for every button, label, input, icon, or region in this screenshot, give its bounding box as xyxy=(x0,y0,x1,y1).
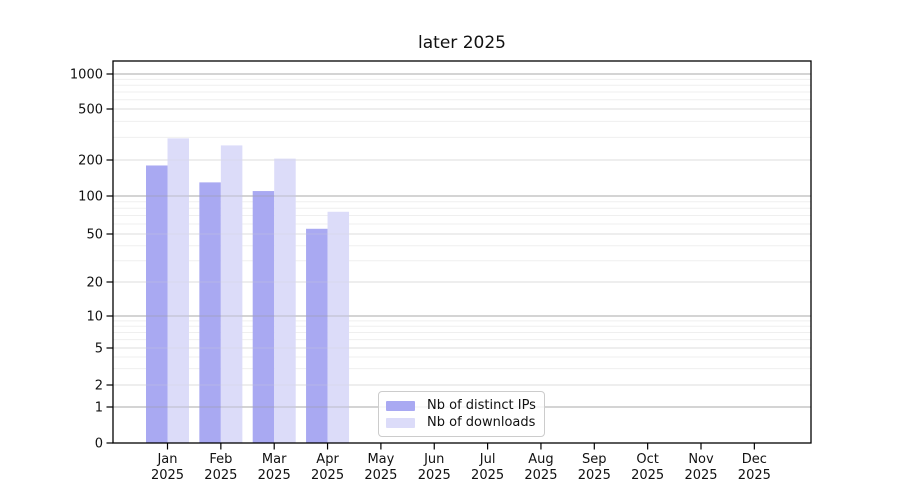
y-tick-label-50: 50 xyxy=(86,228,103,243)
x-tick-label-year-dec: 2025 xyxy=(738,468,771,483)
x-tick-label-month-oct: Oct xyxy=(636,452,658,467)
y-tick-label-1: 1 xyxy=(95,401,103,416)
bar-nb-of-downloads-feb xyxy=(220,145,243,443)
x-tick-label-year-feb: 2025 xyxy=(204,468,237,483)
x-tick-label-year-apr: 2025 xyxy=(311,468,344,483)
x-tick-label-month-jan: Jan xyxy=(156,452,177,467)
x-tick-label-year-mar: 2025 xyxy=(258,468,291,483)
x-tick-label-month-apr: Apr xyxy=(316,452,339,467)
x-tick-label-month-jun: Jun xyxy=(423,452,444,467)
x-tick-label-month-nov: Nov xyxy=(688,452,714,467)
x-tick-label-month-dec: Dec xyxy=(742,452,767,467)
x-tick-label-year-nov: 2025 xyxy=(684,468,717,483)
bar-nb-of-distinct-ips-feb xyxy=(199,182,221,443)
legend-swatch-downloads xyxy=(386,417,415,428)
x-tick-label-month-feb: Feb xyxy=(209,452,232,467)
bar-nb-of-downloads-mar xyxy=(274,158,296,444)
x-tick-label-year-aug: 2025 xyxy=(524,468,557,483)
legend-label-distinct-ips: Nb of distinct IPs xyxy=(427,398,536,413)
bar-nb-of-distinct-ips-apr xyxy=(306,228,328,443)
x-axis: Jan2025Feb2025Mar2025Apr2025May2025Jun20… xyxy=(151,443,771,483)
bar-nb-of-distinct-ips-mar xyxy=(252,191,275,443)
chart-title: later 2025 xyxy=(418,33,506,53)
x-tick-label-month-jul: Jul xyxy=(479,452,496,467)
y-tick-label-100: 100 xyxy=(78,190,103,205)
y-tick-label-10: 10 xyxy=(86,310,103,325)
bar-nb-of-downloads-jan xyxy=(167,138,189,443)
bar-nb-of-distinct-ips-jan xyxy=(146,165,168,443)
y-axis: 0 1 2 5 10 20 50 100 200 500 1000 xyxy=(70,68,113,452)
gridlines-overlay xyxy=(113,73,811,408)
legend-swatch-distinct-ips xyxy=(386,400,415,411)
y-tick-label-5: 5 xyxy=(95,342,103,357)
y-tick-label-500: 500 xyxy=(78,103,103,118)
legend: Nb of distinct IPs Nb of downloads xyxy=(378,391,545,437)
x-tick-label-month-sep: Sep xyxy=(582,452,607,467)
x-tick-label-year-oct: 2025 xyxy=(631,468,664,483)
x-tick-label-year-jun: 2025 xyxy=(418,468,451,483)
x-tick-label-month-may: May xyxy=(367,452,394,467)
plot-frame xyxy=(112,60,812,444)
y-tick-label-200: 200 xyxy=(78,154,103,169)
x-tick-label-month-mar: Mar xyxy=(262,452,287,467)
y-tick-label-0: 0 xyxy=(95,437,103,452)
legend-item-distinct-ips: Nb of distinct IPs xyxy=(386,397,536,414)
legend-item-downloads: Nb of downloads xyxy=(386,414,536,431)
x-tick-label-year-may: 2025 xyxy=(364,468,397,483)
x-tick-label-month-aug: Aug xyxy=(528,452,553,467)
y-tick-label-1000: 1000 xyxy=(70,68,103,83)
x-tick-label-year-jan: 2025 xyxy=(151,468,184,483)
x-tick-label-year-jul: 2025 xyxy=(471,468,504,483)
y-tick-label-2: 2 xyxy=(95,379,103,394)
bars xyxy=(146,138,350,444)
y-tick-label-20: 20 xyxy=(86,276,103,291)
bar-nb-of-downloads-apr xyxy=(327,211,350,443)
x-tick-label-year-sep: 2025 xyxy=(578,468,611,483)
legend-label-downloads: Nb of downloads xyxy=(427,415,536,430)
